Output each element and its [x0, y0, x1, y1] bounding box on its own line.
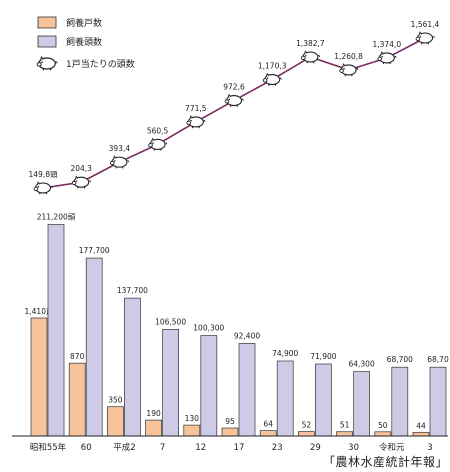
bar-head	[238, 343, 256, 437]
bar-households-label: 870	[70, 352, 85, 361]
legend-label-head: 飼養頭数	[66, 36, 102, 48]
bar-households	[412, 431, 430, 437]
bar-households	[183, 424, 201, 437]
bar-head-label: 71,900	[310, 352, 336, 361]
per-household-line: 149,8頭 204,3 393,4 560,5 771,5 972,6 1,170,3 1,…	[29, 20, 440, 195]
bar-households-label: 350	[108, 396, 123, 405]
bar-head	[85, 257, 103, 437]
bar-households-label: 130	[185, 414, 200, 423]
x-tick-label: 29	[310, 443, 321, 453]
per-household-label: 1,561,4	[411, 20, 440, 29]
source-note: 「農林水産統計年報」	[322, 455, 448, 469]
x-tick-label: 12	[195, 443, 206, 453]
bar-head	[391, 366, 409, 437]
bar-head-label: 106,500	[155, 317, 186, 326]
bar-households	[145, 419, 162, 437]
bar-head-label: 68,70	[427, 355, 449, 364]
bar-households	[336, 431, 353, 437]
bar-head-label: 64,300	[348, 360, 374, 369]
per-household-label: 149,8頭	[29, 170, 58, 179]
legend-label-households: 飼養戸数	[66, 17, 102, 29]
pig-marker-icon	[33, 181, 53, 195]
bar-head-label: 100,300	[193, 324, 224, 333]
bar-households	[259, 430, 277, 437]
bar-households	[298, 431, 315, 437]
legend-swatch-households	[37, 16, 57, 29]
x-tick-label: 昭和55年	[30, 442, 67, 453]
bar-households-label: 95	[225, 417, 235, 426]
bar-head-label: 92,400	[234, 331, 260, 340]
bar-households-label: 190	[146, 409, 161, 418]
bar-head-label: 137,700	[117, 286, 148, 295]
per-household-label: 771,5	[185, 104, 207, 113]
bar-head	[276, 360, 294, 437]
x-tick-label: 平成2	[113, 442, 135, 453]
bar-households	[107, 406, 124, 437]
x-tick-label: 7	[160, 443, 165, 453]
bar-head	[162, 328, 179, 437]
bar-head	[315, 363, 332, 437]
per-household-label: 560,5	[147, 126, 169, 135]
x-tick-label: 令和元	[379, 442, 405, 453]
bar-head	[429, 366, 447, 437]
legend-label-per-household: 1戸当たりの頭数	[66, 58, 135, 70]
bar-households-label: 64	[263, 420, 273, 429]
bar-households-label: 52	[302, 421, 312, 430]
x-tick-label: 60	[81, 443, 92, 453]
per-household-label: 1,374,0	[372, 40, 401, 49]
bar-head	[124, 297, 141, 437]
per-household-label: 204,3	[70, 164, 92, 173]
x-tick-label: 30	[348, 443, 359, 453]
per-household-label: 1,382,7	[296, 39, 325, 48]
legend-swatch-head	[37, 35, 57, 48]
bar-head-label: 211,200頭	[37, 213, 76, 222]
x-tick-label: 17	[234, 443, 245, 453]
pig-marker-icon	[109, 155, 130, 169]
bar-households-label: 51	[340, 421, 350, 430]
bar-households	[30, 317, 48, 437]
bar-households-label: 1,410戸	[25, 307, 54, 316]
bar-head-label: 68,700	[387, 355, 413, 364]
legend-pig-icon	[36, 56, 58, 71]
x-tick-label: 3	[427, 443, 432, 453]
bar-households-label: 50	[378, 421, 388, 430]
bar-households	[221, 427, 239, 437]
pig-marker-icon	[339, 63, 359, 77]
x-axis: 昭和55年 60 平成2 7 12 17 23 29 30 令和元 3	[12, 435, 448, 453]
per-household-label: 972,6	[223, 83, 245, 92]
x-tick-label: 23	[272, 443, 283, 453]
bar-households	[374, 431, 392, 437]
per-household-label: 1,170,3	[258, 62, 287, 71]
bar-head	[47, 224, 65, 437]
legend: 飼養戸数 飼養頭数 1戸当たりの頭数	[36, 16, 135, 71]
bars: 1,410戸 211,200頭 870 177,700 350 137,700 190 106…	[25, 213, 449, 437]
bar-head-label: 74,900	[272, 349, 298, 358]
bar-households-label: 44	[416, 421, 426, 430]
pig-marker-icon	[415, 31, 435, 45]
per-household-label: 393,4	[109, 144, 131, 153]
bar-households	[68, 362, 86, 437]
per-household-label: 1,260,8	[334, 52, 363, 61]
bar-head	[353, 371, 370, 437]
bar-head	[200, 335, 218, 437]
bar-head-label: 177,700	[79, 246, 110, 255]
